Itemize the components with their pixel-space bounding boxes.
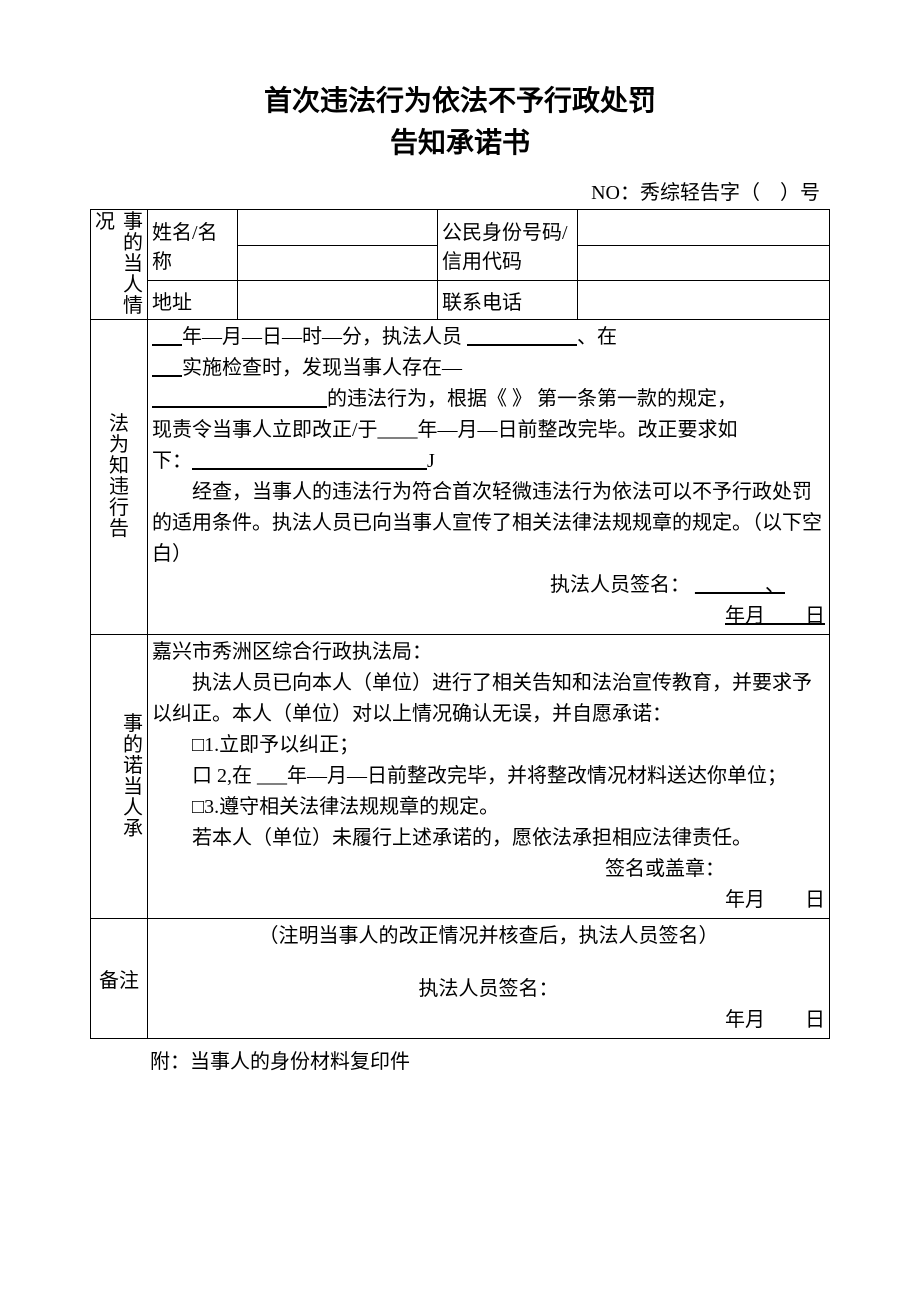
docno-suffix: ）号 [780,182,820,204]
title-line-1: 首次违法行为依法不予行政处罚 [264,85,656,116]
section3-body: 嘉兴市秀洲区综合行政执法局： 执法人员已向本人（单位）进行了相关告知和法治宣传教… [148,635,830,919]
s4-note: （注明当事人的改正情况并核查后，执法人员签名） [152,921,825,952]
phone-value [578,281,830,320]
section1-label-col-b: 事的当人情 [119,210,148,320]
id-label: 公民身份号码/信用代码 [438,210,578,281]
s3-item3: □3.遵守相关法律法规规章的规定。 [152,792,825,823]
s3-p1: 执法人员已向本人（单位）进行了相关告知和法治宣传教育，并要求予以纠正。本人（单位… [152,668,825,730]
table-row: 备注 （注明当事人的改正情况并核查后，执法人员签名） 执法人员签名： 年月 日 [91,919,830,1039]
title-line-2: 告知承诺书 [390,127,530,158]
s2-line4: 现责令当事人立即改正/于____年—月—日前整改完毕。改正要求如下： J [152,415,825,477]
phone-label: 联系电话 [438,281,578,320]
s4-sign-line: 执法人员签名： [152,974,825,1005]
s2-date-line: 年月 日 [152,601,825,632]
s3-item1: □1.立即予以纠正； [152,730,825,761]
s2-line5: 经查，当事人的违法行为符合首次轻微违法行为依法可以不予行政处罚的适用条件。执法人… [152,477,825,570]
table-row: 地址 联系电话 [91,281,830,320]
section3-label: 事的诺当人承 [119,635,148,919]
s2-line1: 年—月—日—时—分，执法人员 、在 [152,322,825,353]
s3-date-line: 年月 日 [152,885,825,916]
section2-body: 年—月—日—时—分，执法人员 、在 实施检查时，发现当事人存在— 的违法行为，根… [148,320,830,635]
table-row: 法为知违行告 年—月—日—时—分，执法人员 、在 实施检查时，发现当事人存在— … [91,320,830,635]
address-value [238,281,438,320]
s2-sign-line: 执法人员签名： _______、 [152,570,825,601]
id-value-1 [578,210,830,246]
name-value-2 [238,245,438,281]
section3-label-pad [91,635,120,919]
name-label: 姓名/名称 [148,210,238,281]
section1-label-col-a: 况 [91,210,120,320]
id-value-2 [578,245,830,281]
s2-line2: 实施检查时，发现当事人存在— [152,353,825,384]
docno-prefix: NO：秀综轻告字（ [591,182,760,204]
s3-item2: 口 2,在 ___年—月—日前整改完毕，并将整改情况材料送达你单位； [152,761,825,792]
s3-p2: 若本人（单位）未履行上述承诺的，愿依法承担相应法律责任。 [152,823,825,854]
table-row: 事的诺当人承 嘉兴市秀洲区综合行政执法局： 执法人员已向本人（单位）进行了相关告… [91,635,830,919]
document-number: NO：秀综轻告字（ ）号 [90,176,830,205]
form-table: 况 事的当人情 姓名/名称 公民身份号码/信用代码 地址 联系电话 法为知违行告… [90,209,830,1039]
section2-label: 法为知违行告 [91,320,148,635]
s4-date-line: 年月 日 [152,1005,825,1036]
footer-attachment: 附：当事人的身份材料复印件 [90,1045,830,1074]
s3-header: 嘉兴市秀洲区综合行政执法局： [152,637,825,668]
section4-label: 备注 [91,919,148,1039]
section4-body: （注明当事人的改正情况并核查后，执法人员签名） 执法人员签名： 年月 日 [148,919,830,1039]
table-row: 况 事的当人情 姓名/名称 公民身份号码/信用代码 [91,210,830,246]
s3-sign-line: 签名或盖章： [152,854,825,885]
name-value-1 [238,210,438,246]
document-title: 首次违法行为依法不予行政处罚 告知承诺书 [90,80,830,164]
address-label: 地址 [148,281,238,320]
s2-line3: 的违法行为，根据《 》 第一条第一款的规定， [152,384,825,415]
